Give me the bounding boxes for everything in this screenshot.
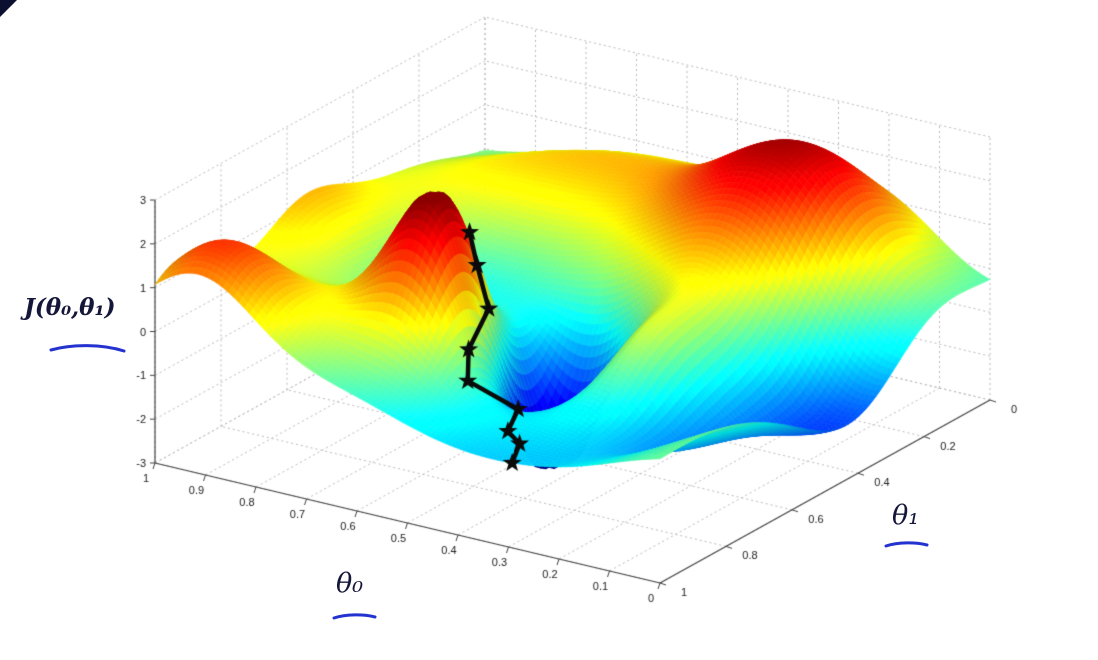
z-label-underline-annotation bbox=[49, 344, 126, 353]
ink-stroke bbox=[49, 344, 126, 353]
ink-stroke bbox=[332, 613, 377, 620]
x-label-underline-annotation bbox=[332, 613, 377, 620]
ink-stroke bbox=[884, 541, 929, 548]
corner-ink-mark bbox=[0, 0, 17, 17]
y-label-underline-annotation bbox=[884, 541, 929, 548]
z-axis-label: J(θ₀,θ₁) bbox=[24, 294, 116, 321]
y-axis-label: θ₁ bbox=[892, 500, 920, 531]
x-axis-label: θ₀ bbox=[336, 568, 364, 599]
